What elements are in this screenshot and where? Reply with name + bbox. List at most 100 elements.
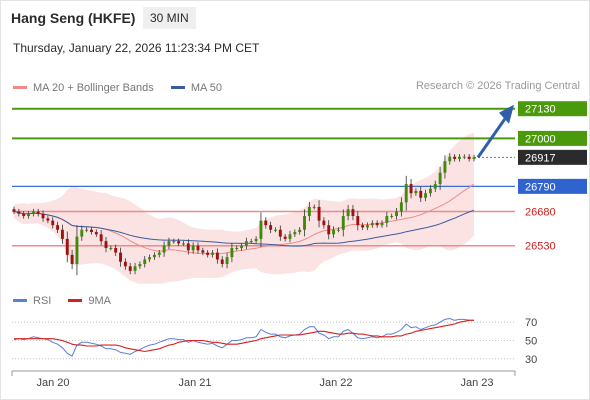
candle: [41, 210, 45, 222]
candle: [303, 209, 306, 237]
candle-body: [51, 220, 55, 226]
candle-body: [467, 156, 471, 159]
candle: [278, 225, 282, 241]
candle: [85, 227, 89, 233]
candle-body: [235, 248, 239, 250]
candle-body: [157, 252, 161, 255]
x-label-jan-20: Jan 20: [36, 377, 69, 389]
candle: [404, 175, 408, 211]
candle: [94, 229, 98, 237]
candle: [196, 242, 200, 254]
candle-body: [206, 252, 210, 255]
level-tag-27000: [518, 130, 587, 146]
candle-body: [293, 232, 297, 235]
candle-body: [404, 184, 408, 203]
level-label-26680: 26680: [525, 206, 556, 218]
candle: [138, 261, 142, 269]
candle-body: [31, 211, 35, 214]
candle-body: [370, 222, 374, 226]
rsi-line: [13, 317, 474, 357]
candle: [336, 227, 340, 233]
candle-body: [215, 252, 219, 260]
candle-body: [298, 229, 302, 233]
candle-body: [12, 209, 16, 212]
legend-ma20-swatch: [13, 86, 27, 89]
candle-body: [191, 245, 195, 251]
candle: [399, 197, 403, 217]
candle: [27, 211, 30, 219]
legend-rsi: RSI: [13, 295, 51, 307]
candle-body: [56, 225, 60, 230]
legend-rsi-ma-swatch: [68, 299, 83, 302]
candle-body: [60, 229, 64, 239]
candle: [235, 245, 239, 251]
candle-body: [356, 216, 360, 226]
candle: [220, 256, 224, 268]
page-title: Hang Seng (HKFE): [11, 10, 136, 26]
candle: [356, 211, 360, 231]
candle: [395, 208, 398, 220]
candle-body: [104, 241, 108, 249]
candle: [12, 206, 16, 215]
candle-body: [283, 236, 287, 239]
level-tag-26790: [518, 178, 587, 194]
candle-body: [269, 225, 273, 230]
candle-body: [375, 222, 379, 226]
rsi-tick-70: 70: [525, 317, 537, 329]
candle-body: [317, 206, 321, 221]
candle: [385, 211, 389, 228]
candle-body: [128, 266, 132, 271]
candle: [36, 208, 40, 217]
candle: [332, 226, 336, 238]
legend-ma50-label: MA 50: [190, 81, 223, 94]
candle: [90, 227, 93, 235]
candle-body: [395, 211, 398, 217]
candle: [60, 224, 64, 244]
candle: [283, 233, 287, 242]
candle: [458, 154, 461, 162]
candle: [269, 221, 273, 234]
candle-body: [186, 243, 190, 251]
candle-body: [332, 229, 336, 235]
candle-body: [75, 236, 79, 265]
candle: [104, 236, 108, 253]
candle: [162, 241, 166, 257]
rsi-legend: RSI 9MA: [13, 293, 125, 307]
candle: [75, 225, 79, 276]
candle-body: [211, 252, 214, 255]
candle-body: [230, 248, 234, 258]
candle: [341, 209, 345, 237]
candle: [409, 179, 413, 199]
level-label-26917: 26917: [525, 152, 556, 164]
candle-body: [424, 193, 428, 198]
legend-ma50: MA 50: [170, 81, 223, 94]
candle: [419, 186, 423, 203]
legend-rsi-ma-label: 9MA: [88, 294, 112, 307]
candle-body: [448, 156, 452, 162]
candle-body: [366, 225, 369, 228]
candle: [249, 238, 253, 244]
candle: [472, 154, 476, 162]
candle-body: [17, 211, 21, 214]
forecast-arrow-head: [499, 104, 514, 124]
candle-body: [472, 157, 476, 159]
candle: [346, 204, 350, 221]
candle-body: [361, 225, 365, 228]
candle: [31, 208, 35, 217]
x-label-jan-22: Jan 22: [319, 377, 352, 389]
candle: [453, 154, 457, 162]
candle: [327, 220, 331, 240]
candle-body: [90, 229, 93, 233]
level-tag-27130: [518, 101, 587, 117]
candle-body: [148, 257, 152, 260]
candle-body: [109, 248, 113, 250]
candle-body: [414, 190, 418, 194]
candle-body: [123, 261, 127, 267]
candle-body: [177, 241, 181, 244]
candle-body: [182, 243, 185, 245]
candle: [240, 243, 244, 251]
candle: [70, 249, 74, 270]
timeframe-button[interactable]: 30 MIN: [143, 7, 196, 29]
candle: [448, 153, 452, 165]
credit-text: Research © 2026 Trading Central: [415, 80, 580, 92]
